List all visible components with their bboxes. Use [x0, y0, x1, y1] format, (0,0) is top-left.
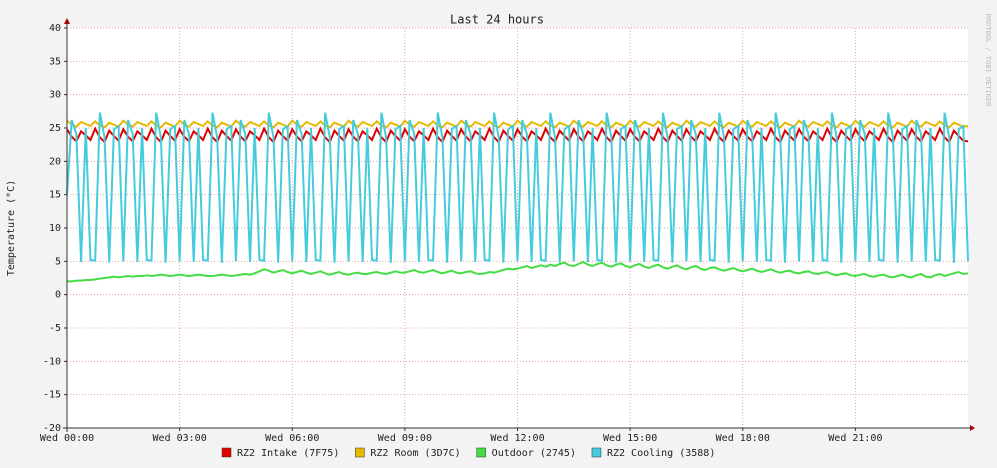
y-tick-label: 15 — [49, 190, 61, 201]
y-tick-label: 35 — [49, 56, 61, 67]
legend: RZ2 Intake (7F75) RZ2 Room (3D7C) Outdoor … — [221, 447, 715, 459]
watermark: RRDTOOL / TOBI OETIKER — [984, 14, 992, 108]
y-tick-label: 20 — [49, 156, 61, 167]
legend-swatch — [591, 447, 602, 458]
y-tick-label: 25 — [49, 123, 61, 134]
legend-swatch — [355, 447, 365, 458]
y-tick-label: -15 — [43, 390, 61, 401]
legend-label: RZ2 Cooling (3588) — [607, 448, 715, 459]
x-tick-label: Wed 21:00 — [828, 433, 882, 444]
x-tick-label: Wed 12:00 — [490, 433, 544, 444]
y-tick-label: -10 — [43, 356, 61, 367]
y-tick-label: 40 — [49, 23, 61, 34]
legend-label: RZ2 Room (3D7C) — [370, 448, 460, 459]
x-tick-label: Wed 06:00 — [265, 433, 319, 444]
legend-swatch — [476, 447, 486, 458]
series-line — [66, 112, 969, 263]
y-tick-label: 0 — [55, 290, 61, 301]
legend-label: RZ2 Intake (7F75) — [237, 448, 339, 459]
y-axis-arrow — [64, 18, 70, 24]
chart-title: Last 24 hours — [450, 13, 544, 27]
y-tick-label: 5 — [55, 256, 61, 267]
x-axis-arrow — [970, 425, 975, 431]
legend-label: Outdoor (2745) — [492, 448, 576, 459]
x-tick-label: Wed 00:00 — [40, 433, 94, 444]
x-tick-label: Wed 18:00 — [716, 433, 770, 444]
y-tick-label: 30 — [49, 90, 61, 101]
series-line — [67, 260, 969, 283]
legend-swatch — [221, 447, 232, 458]
x-tick-label: Wed 03:00 — [153, 433, 207, 444]
lines — [66, 112, 969, 283]
x-tick-label: Wed 09:00 — [378, 433, 432, 444]
x-tick-label: Wed 15:00 — [603, 433, 657, 444]
y-tick-label: 10 — [49, 223, 61, 234]
y-axis-label: Temperature (°C) — [6, 180, 17, 276]
y-tick-label: -20 — [43, 423, 61, 434]
series-line — [66, 119, 969, 129]
y-tick-label: -5 — [49, 323, 61, 334]
